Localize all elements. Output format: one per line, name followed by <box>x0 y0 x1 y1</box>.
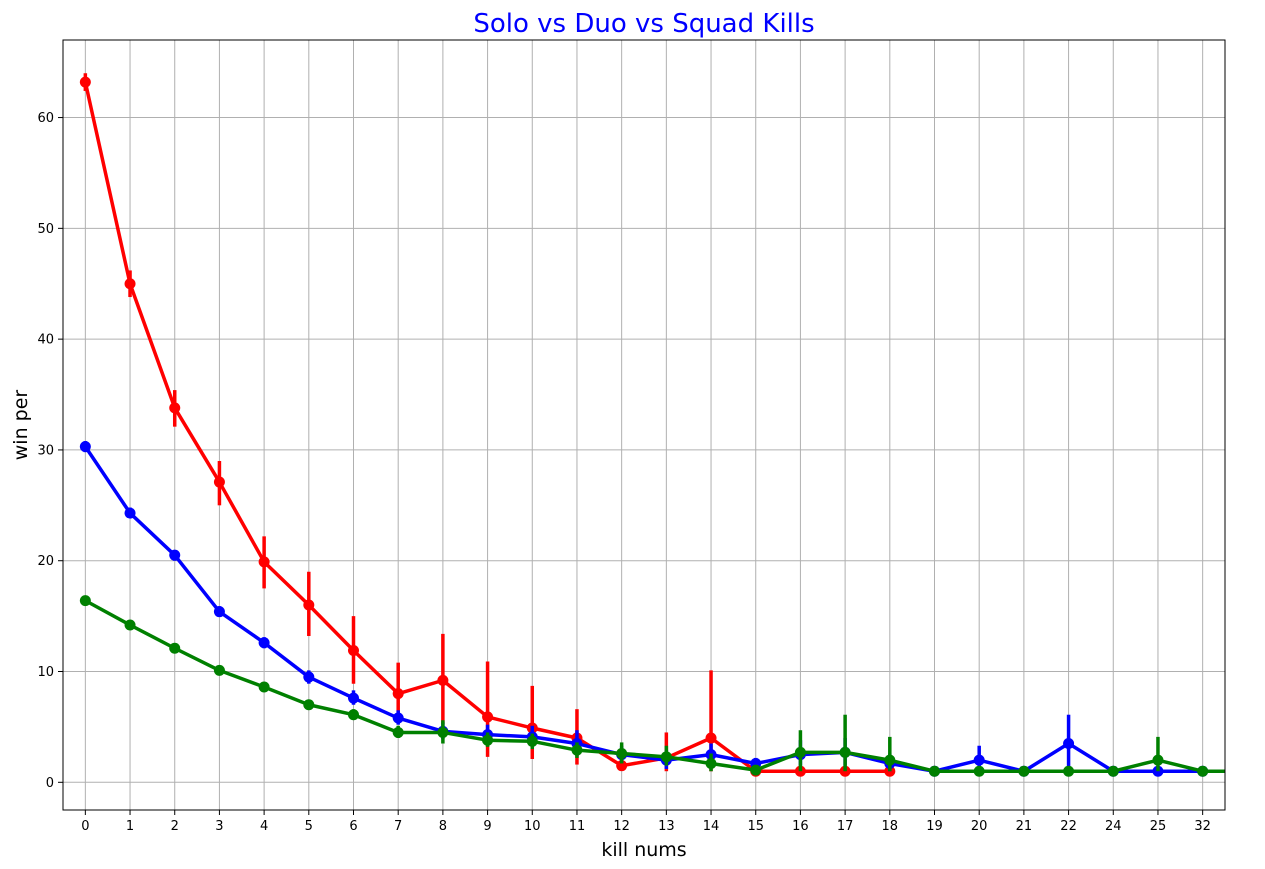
data-point <box>482 734 494 746</box>
data-point <box>124 619 136 631</box>
series-line <box>84 599 1225 773</box>
data-point <box>750 764 762 776</box>
x-tick-label: 20 <box>971 819 988 834</box>
x-tick-label: 9 <box>483 819 491 834</box>
x-tick-label: 12 <box>613 819 630 834</box>
data-point <box>616 760 628 772</box>
x-tick-label: 2 <box>171 819 179 834</box>
series-line <box>83 445 1225 773</box>
x-tick-label: 18 <box>882 819 899 834</box>
x-tick-label: 3 <box>215 819 223 834</box>
y-tick-label: 40 <box>37 333 54 348</box>
data-point <box>794 746 806 758</box>
data-point <box>169 402 181 414</box>
data-point <box>258 681 270 693</box>
data-point <box>1197 765 1209 777</box>
x-tick-label: 22 <box>1060 819 1077 834</box>
x-tick-label: 32 <box>1194 819 1211 834</box>
data-point <box>973 754 985 766</box>
data-point <box>348 644 359 656</box>
data-point <box>437 726 449 738</box>
data-point <box>213 476 225 488</box>
data-point <box>482 711 494 723</box>
x-tick-label: 6 <box>349 819 357 834</box>
x-tick-label: 11 <box>569 819 586 834</box>
data-point <box>660 751 672 763</box>
data-point <box>1063 765 1075 777</box>
x-tick-label: 17 <box>837 819 854 834</box>
data-point <box>213 606 225 618</box>
data-point <box>258 637 270 649</box>
data-point <box>1107 765 1119 777</box>
x-tick-label: 19 <box>926 819 943 834</box>
data-point <box>437 674 449 686</box>
x-tick-label: 5 <box>305 819 313 834</box>
data-point <box>303 599 315 611</box>
chart-title: Solo vs Duo vs Squad Kills <box>473 9 814 39</box>
y-tick-label: 60 <box>37 111 54 126</box>
series-layer <box>79 73 1225 777</box>
data-point <box>303 671 315 683</box>
series-3 <box>79 595 1225 777</box>
x-axis-label: kill nums <box>601 839 686 861</box>
data-point <box>571 744 583 756</box>
x-tick-label: 14 <box>703 819 720 834</box>
x-tick-label: 13 <box>658 819 675 834</box>
y-tick-label: 20 <box>37 554 54 569</box>
x-tick-label: 8 <box>439 819 447 834</box>
y-tick-label: 10 <box>37 665 54 680</box>
data-point <box>392 688 404 700</box>
data-point <box>348 709 359 721</box>
data-point <box>124 278 136 290</box>
x-tick-label: 24 <box>1105 819 1122 834</box>
data-point <box>929 765 940 777</box>
x-tick-label: 4 <box>260 819 268 834</box>
x-tick-label: 15 <box>747 819 764 834</box>
data-point <box>973 765 985 777</box>
data-point <box>884 754 896 766</box>
y-axis-label: win per <box>10 390 32 461</box>
data-point <box>213 664 225 676</box>
y-tick-label: 50 <box>37 222 54 237</box>
x-tick-label: 0 <box>81 819 89 834</box>
data-point <box>258 556 270 568</box>
data-point <box>705 757 717 769</box>
data-point <box>1018 765 1030 777</box>
data-point <box>303 699 315 711</box>
x-tick-label: 1 <box>126 819 134 834</box>
data-point <box>839 746 851 758</box>
data-point <box>79 595 91 607</box>
data-point <box>616 747 628 759</box>
data-point <box>1063 738 1075 750</box>
y-tick-label: 30 <box>37 443 54 458</box>
data-point <box>169 642 181 654</box>
data-point <box>124 507 136 519</box>
data-point <box>348 692 359 704</box>
plot-frame <box>62 39 1226 811</box>
data-point <box>392 712 404 724</box>
x-tick-label: 10 <box>524 819 541 834</box>
x-tick-label: 16 <box>792 819 809 834</box>
data-point <box>526 735 538 747</box>
series-2 <box>79 441 1225 777</box>
data-point <box>79 441 91 453</box>
data-point <box>169 549 181 561</box>
x-tick-label: 21 <box>1016 819 1033 834</box>
y-tick-label: 0 <box>46 776 54 791</box>
data-point <box>79 76 91 88</box>
grid <box>63 40 1225 810</box>
data-point <box>705 732 717 744</box>
data-point <box>1152 754 1164 766</box>
x-axis-ticks: 0 1 2 3 4 5 6 7 8 9 10 11 12 13 14 15 16 17 18 19 20 21 22 24 25… <box>81 810 1211 834</box>
x-tick-label: 25 <box>1150 819 1167 834</box>
y-axis-ticks: 0 10 20 30 40 50 60 <box>37 111 63 791</box>
data-point <box>392 726 404 738</box>
x-tick-label: 7 <box>394 819 402 834</box>
